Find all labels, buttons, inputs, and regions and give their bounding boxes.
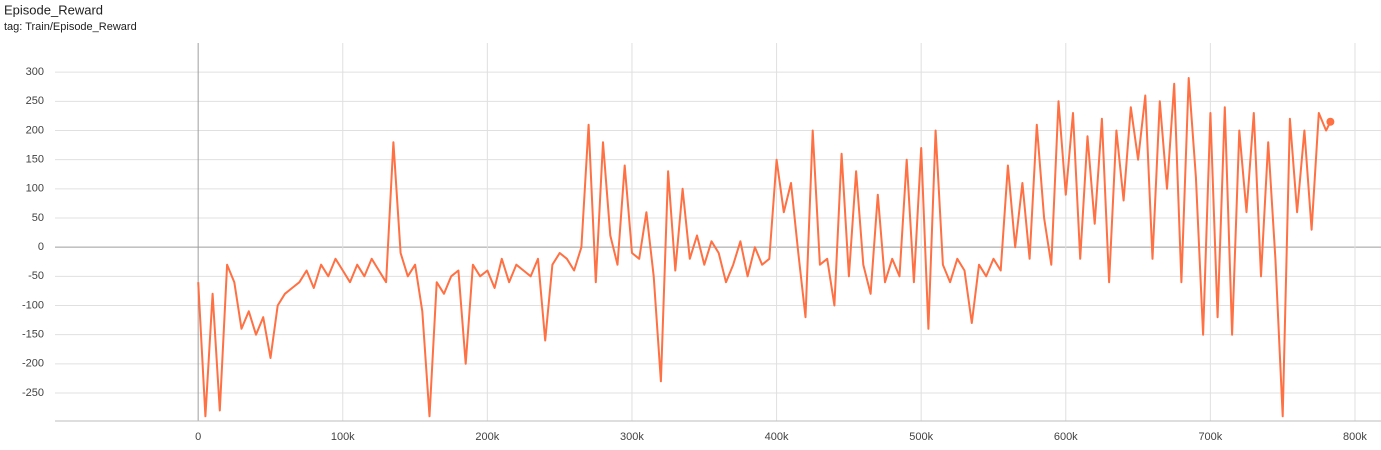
x-tick-label: 100k xyxy=(331,431,355,443)
line-series xyxy=(197,77,1332,418)
x-tick-label: 700k xyxy=(1198,431,1222,443)
y-tick-label: 0 xyxy=(38,241,44,253)
y-tick-label: 200 xyxy=(26,124,44,136)
y-tick-label: -250 xyxy=(22,387,44,399)
x-tick-label: 400k xyxy=(765,431,789,443)
y-tick-label: -50 xyxy=(28,270,44,282)
y-tick-label: -100 xyxy=(22,299,44,311)
y-tick-label: 250 xyxy=(26,95,44,107)
x-tick-label: 800k xyxy=(1343,431,1367,443)
x-tick-label: 600k xyxy=(1054,431,1078,443)
y-tick-label: 150 xyxy=(26,154,44,166)
y-tick-label: -150 xyxy=(22,329,44,341)
chart-subtitle: tag: Train/Episode_Reward xyxy=(4,21,137,33)
y-tick-label: 300 xyxy=(26,66,44,78)
y-tick-label: -200 xyxy=(22,358,44,370)
x-tick-label: 200k xyxy=(475,431,499,443)
chart-title: Episode_Reward xyxy=(4,2,103,17)
x-tick-label: 300k xyxy=(620,431,644,443)
end-point xyxy=(1326,117,1335,126)
y-tick-label: 50 xyxy=(32,212,44,224)
x-tick-label: 500k xyxy=(909,431,933,443)
y-tick-label: 100 xyxy=(26,183,44,195)
x-tick-label: 0 xyxy=(195,431,201,443)
